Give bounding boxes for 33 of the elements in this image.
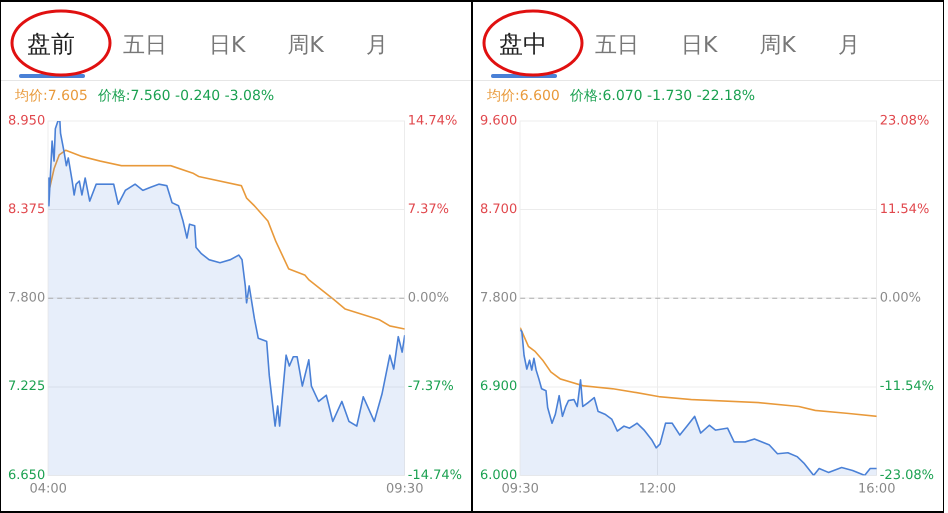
y2-tick-label: -23.08%	[880, 468, 934, 483]
y2-tick-label: 0.00%	[880, 290, 922, 306]
chart-title: 盘前	[27, 29, 75, 60]
y2-tick-label: -14.74%	[408, 468, 462, 483]
y2-tick-label: 14.74%	[408, 113, 458, 128]
y-tick-label: 8.375	[8, 202, 46, 217]
y-tick-label: 8.950	[8, 113, 46, 128]
x-tick-label: 09:30	[386, 482, 424, 497]
x-tick-label: 04:00	[29, 482, 67, 497]
y2-tick-label: -7.37%	[408, 379, 454, 394]
text: 均价:6.600	[487, 88, 560, 104]
x-tick-label: 09:30	[501, 482, 539, 497]
y-tick-label: 7.225	[8, 379, 46, 394]
y2-tick-label: -11.54%	[880, 379, 934, 394]
y-tick-label: 9.600	[480, 113, 518, 128]
text: 价格:6.070 -1.730 -22.18%	[570, 88, 756, 104]
y2-tick-label: 0.00%	[408, 290, 450, 306]
y2-tick-label: 7.37%	[408, 202, 450, 217]
text: 均价:7.605	[15, 88, 88, 104]
chart-title: 盘中	[499, 29, 547, 60]
chart-subtitle: 五日 日K 周K 月	[595, 32, 860, 60]
y-tick-label: 7.800	[480, 290, 518, 306]
x-tick-label: 12:00	[638, 482, 676, 497]
y-tick-label: 6.000	[480, 468, 518, 483]
y-tick-label: 7.800	[8, 290, 46, 306]
x-tick-label: 16:00	[858, 482, 896, 497]
text: 价格:7.560 -0.240 -3.08%	[98, 88, 274, 104]
y-tick-label: 6.900	[480, 379, 518, 394]
y2-tick-label: 11.54%	[880, 202, 930, 217]
y2-tick-label: 23.08%	[880, 113, 930, 128]
y-tick-label: 6.650	[8, 468, 46, 483]
y-tick-label: 8.700	[480, 202, 518, 217]
chart-subtitle: 五日 日K 周K 月	[123, 32, 388, 60]
